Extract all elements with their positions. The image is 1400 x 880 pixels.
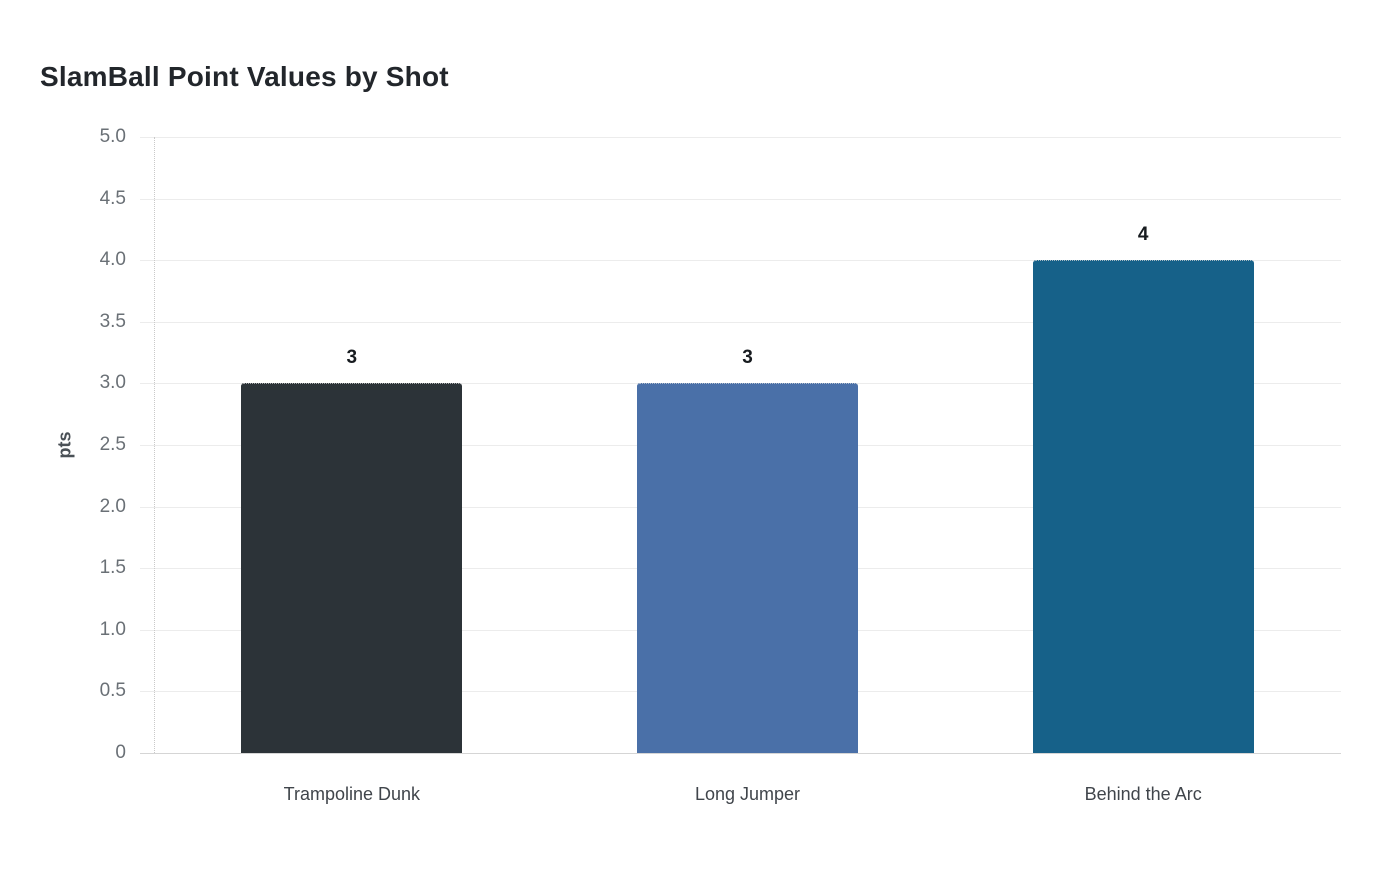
x-category-label: Behind the Arc <box>1084 784 1202 804</box>
bar-trampoline-dunk[interactable] <box>241 383 463 753</box>
y-tick-label: 1.5 <box>99 557 126 579</box>
x-category-label: Long Jumper <box>694 784 801 804</box>
bar-value-label: 4 <box>1137 224 1149 246</box>
gridline <box>140 198 1341 200</box>
bar-long-jumper[interactable] <box>637 383 858 753</box>
x-category-label: Trampoline Dunk <box>283 784 421 804</box>
chart-title: SlamBall Point Values by Shot <box>40 61 449 92</box>
y-tick-label: 3.0 <box>99 372 126 394</box>
y-axis-line <box>154 137 155 753</box>
bar-value-label: 3 <box>742 347 753 369</box>
bar-value-label: 3 <box>346 347 358 369</box>
y-axis-label: pts <box>54 431 75 459</box>
bar-behind-the-arc[interactable] <box>1032 260 1254 753</box>
y-tick-label: 0 <box>115 742 126 763</box>
gridline <box>140 260 1341 262</box>
y-tick-label: 1.0 <box>99 618 126 640</box>
y-tick-label: 3.5 <box>99 310 126 332</box>
plot-area: 0 0.5 1.0 1.5 2.0 2.5 3.0 3.5 4.0 4.5 5.0 3 Trampoli… <box>100 126 1341 804</box>
y-tick-label: 0.5 <box>99 680 126 702</box>
y-tick-label: 4.0 <box>99 249 126 271</box>
x-axis-baseline <box>140 753 1341 754</box>
gridline <box>140 137 1341 138</box>
y-tick-label: 2.5 <box>99 434 126 455</box>
gridline <box>140 321 1341 323</box>
y-tick-label: 5.0 <box>99 126 126 147</box>
y-tick-label: 2.0 <box>99 495 126 517</box>
y-tick-label: 4.5 <box>99 187 126 209</box>
